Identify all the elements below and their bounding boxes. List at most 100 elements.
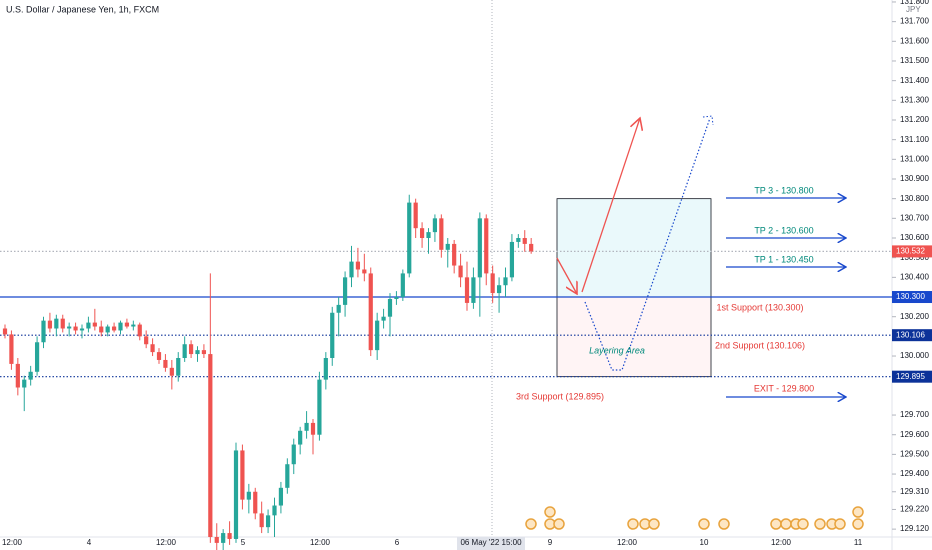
y-tick-label: 130.700 (900, 213, 929, 222)
candle-body (342, 277, 348, 305)
y-tick-label: 130.200 (900, 312, 929, 321)
candle-body (426, 232, 431, 239)
candle-body (28, 371, 33, 380)
candle-body (2, 328, 8, 335)
candle-body (349, 261, 354, 278)
candle-body (419, 228, 425, 239)
x-tick-label: 12:00 (156, 538, 177, 547)
candle-body (111, 326, 117, 331)
candle-body (92, 322, 97, 327)
candle-body (60, 318, 65, 329)
candle-body (452, 243, 457, 266)
candle-body (79, 328, 85, 331)
y-tick-label: 129.310 (900, 487, 929, 496)
y-tick-label: 130.000 (900, 351, 929, 360)
candle-body (150, 344, 155, 353)
support-label: 1st Support (130.300) (716, 302, 803, 312)
y-tick-label: 131.300 (900, 95, 929, 104)
event-icons (525, 506, 864, 530)
tp-label: TP 1 - 130.450 (754, 254, 813, 264)
zone-label: Layering Area (589, 345, 645, 355)
candle-body (67, 326, 72, 329)
candle-body (221, 533, 226, 543)
candle-body (73, 326, 78, 331)
candle-body (304, 422, 309, 431)
candle-body (471, 277, 476, 303)
candle-body (394, 297, 399, 299)
candle-body (124, 322, 130, 327)
support-label: 2nd Support (130.106) (715, 340, 805, 350)
candle-body (156, 352, 162, 360)
candle-body (201, 350, 207, 355)
price-level-badge (892, 329, 932, 342)
tp-label: TP 2 - 130.600 (754, 225, 813, 235)
candle-body (529, 243, 534, 252)
chart-title: U.S. Dollar / Japanese Yen, 1h, FXCM (6, 4, 159, 14)
candle-body (22, 379, 27, 388)
drawing-arrowhead (702, 115, 714, 126)
y-tick-label: 129.600 (900, 430, 929, 439)
x-tick-label: 12:00 (617, 538, 638, 547)
candle-body (253, 491, 258, 514)
x-tick-label: 9 (548, 538, 553, 547)
x-tick-label: 11 (854, 538, 863, 547)
candle-body (131, 324, 136, 327)
x-tick-label: 10 (700, 538, 709, 547)
x-tick-label: 6 (395, 538, 400, 547)
y-tick-label: 130.400 (900, 272, 929, 281)
candle-body (208, 354, 213, 537)
tp-label: TP 3 - 130.800 (754, 185, 813, 195)
drawing-arrow (581, 118, 640, 293)
crosshair-label: 06 May '22 15:00 (460, 538, 522, 547)
y-tick-label: 130.900 (900, 174, 929, 183)
x-tick-label: 5 (241, 538, 246, 547)
candle-body (400, 273, 405, 298)
y-tick-label: 131.200 (900, 115, 929, 124)
candle-body (285, 464, 290, 488)
candle-body (362, 269, 367, 274)
zone (556, 296, 712, 378)
candle-body (317, 379, 322, 435)
candle-body (47, 320, 53, 329)
candle-body (458, 265, 463, 278)
candle-body (15, 363, 20, 388)
y-tick-label: 130.600 (900, 233, 929, 242)
candle-body (330, 312, 335, 358)
y-tick-label: 130.800 (900, 194, 929, 203)
y-tick-label: 131.100 (900, 135, 929, 144)
x-tick-label: 4 (87, 538, 92, 547)
crosshair-badge (457, 537, 525, 550)
candle-body (490, 273, 495, 294)
candle-body (278, 487, 284, 506)
candle-body (259, 513, 264, 528)
candle-body (477, 218, 482, 278)
price-level-label: 129.895 (896, 372, 925, 381)
candle-body (34, 342, 40, 372)
candle-body (272, 505, 277, 516)
y-tick-label: 129.700 (900, 410, 929, 419)
candle-body (336, 304, 341, 313)
x-tick-label: 12:00 (310, 538, 331, 547)
candle-body (99, 326, 104, 333)
currency-label: JPY (906, 5, 921, 14)
drawing-arrow (556, 257, 577, 294)
candle-body (86, 322, 91, 329)
candle-body (355, 261, 361, 270)
candle-body (144, 336, 149, 345)
candle-body (169, 367, 174, 376)
candle-body (439, 218, 444, 250)
candle-body (464, 277, 470, 303)
support-label: 3rd Support (129.895) (516, 391, 604, 401)
candle-body (503, 277, 508, 286)
exit-label: EXIT - 129.800 (754, 383, 814, 393)
price-level-label: 130.106 (896, 330, 925, 339)
candle-body (227, 533, 232, 539)
candle-body (240, 450, 245, 500)
candle-body (413, 202, 418, 229)
y-tick-label: 131.500 (900, 56, 929, 65)
candle-body (375, 320, 380, 351)
price-level-badge (892, 291, 932, 304)
y-tick-label: 131.400 (900, 76, 929, 85)
y-tick-label: 129.400 (900, 469, 929, 478)
